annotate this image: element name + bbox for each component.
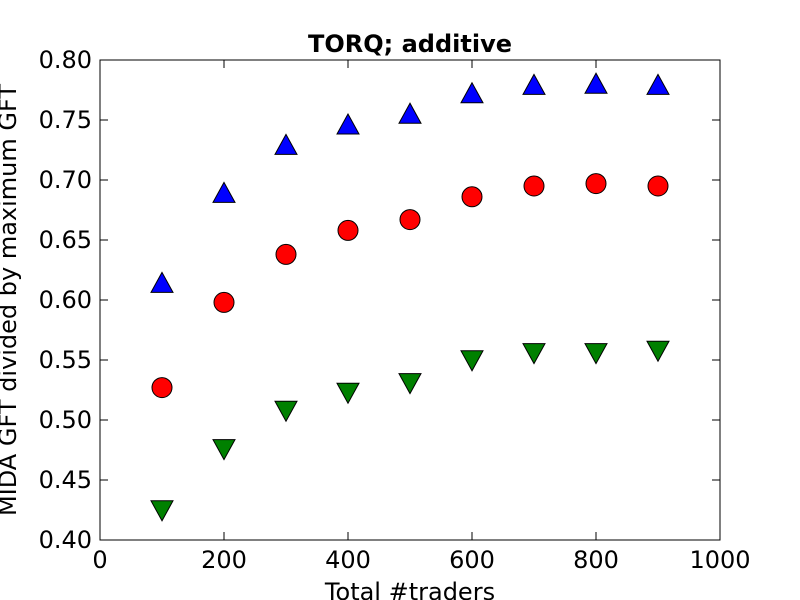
x-tick-label: 400	[325, 546, 371, 574]
chart-title: TORQ; additive	[308, 30, 512, 58]
y-tick-label: 0.45	[39, 466, 92, 494]
data-point-triangle-down	[522, 343, 546, 365]
x-tick-label: 200	[201, 546, 247, 574]
data-point-triangle-up	[522, 73, 546, 95]
data-point-triangle-down	[460, 350, 484, 372]
x-axis-label: Total #traders	[324, 578, 495, 600]
x-tick-label: 1000	[689, 546, 750, 574]
y-tick-label: 0.65	[39, 226, 92, 254]
y-tick-label: 0.70	[39, 166, 92, 194]
plot-frame	[99, 59, 721, 541]
data-point-triangle-down	[336, 382, 360, 405]
data-point-circle	[461, 186, 483, 208]
data-point-triangle-up	[212, 181, 236, 203]
data-point-triangle-down	[274, 400, 298, 423]
data-point-triangle-down	[398, 373, 422, 395]
data-point-triangle-up	[460, 81, 484, 104]
data-point-triangle-down	[584, 343, 608, 365]
y-tick-label: 0.75	[39, 106, 92, 134]
data-point-circle	[399, 209, 421, 231]
x-tick-label: 0	[92, 546, 107, 574]
y-tick-label: 0.50	[39, 406, 92, 434]
data-point-circle	[275, 243, 297, 265]
data-point-circle	[151, 377, 173, 399]
data-point-triangle-down	[150, 500, 174, 522]
y-tick-label: 0.55	[39, 346, 92, 374]
x-tick-label: 800	[573, 546, 619, 574]
data-point-triangle-up	[398, 102, 422, 124]
x-tick-label: 600	[449, 546, 495, 574]
data-marks	[150, 72, 670, 522]
y-axis-label: MIDA GFT divided by maximum GFT	[0, 84, 22, 516]
data-point-circle	[213, 291, 235, 313]
data-point-circle	[585, 173, 607, 195]
data-point-triangle-up	[646, 73, 670, 95]
data-point-triangle-up	[150, 271, 174, 293]
axis-ticks: 0 200 400 600 800 1000 0.40 0.45 0.50 0.55 0.60 0.6…	[39, 46, 751, 574]
data-point-triangle-down	[212, 439, 236, 461]
data-point-circle	[647, 175, 669, 197]
plot-area	[100, 60, 720, 540]
data-point-triangle-down	[646, 340, 670, 363]
data-point-triangle-up	[274, 133, 298, 155]
data-point-circle	[337, 219, 359, 241]
y-tick-label: 0.60	[39, 286, 92, 314]
y-tick-label: 0.80	[39, 46, 92, 74]
y-tick-label: 0.40	[39, 526, 92, 554]
data-point-triangle-up	[336, 112, 360, 135]
data-point-triangle-up	[584, 72, 608, 94]
data-point-circle	[523, 175, 545, 197]
